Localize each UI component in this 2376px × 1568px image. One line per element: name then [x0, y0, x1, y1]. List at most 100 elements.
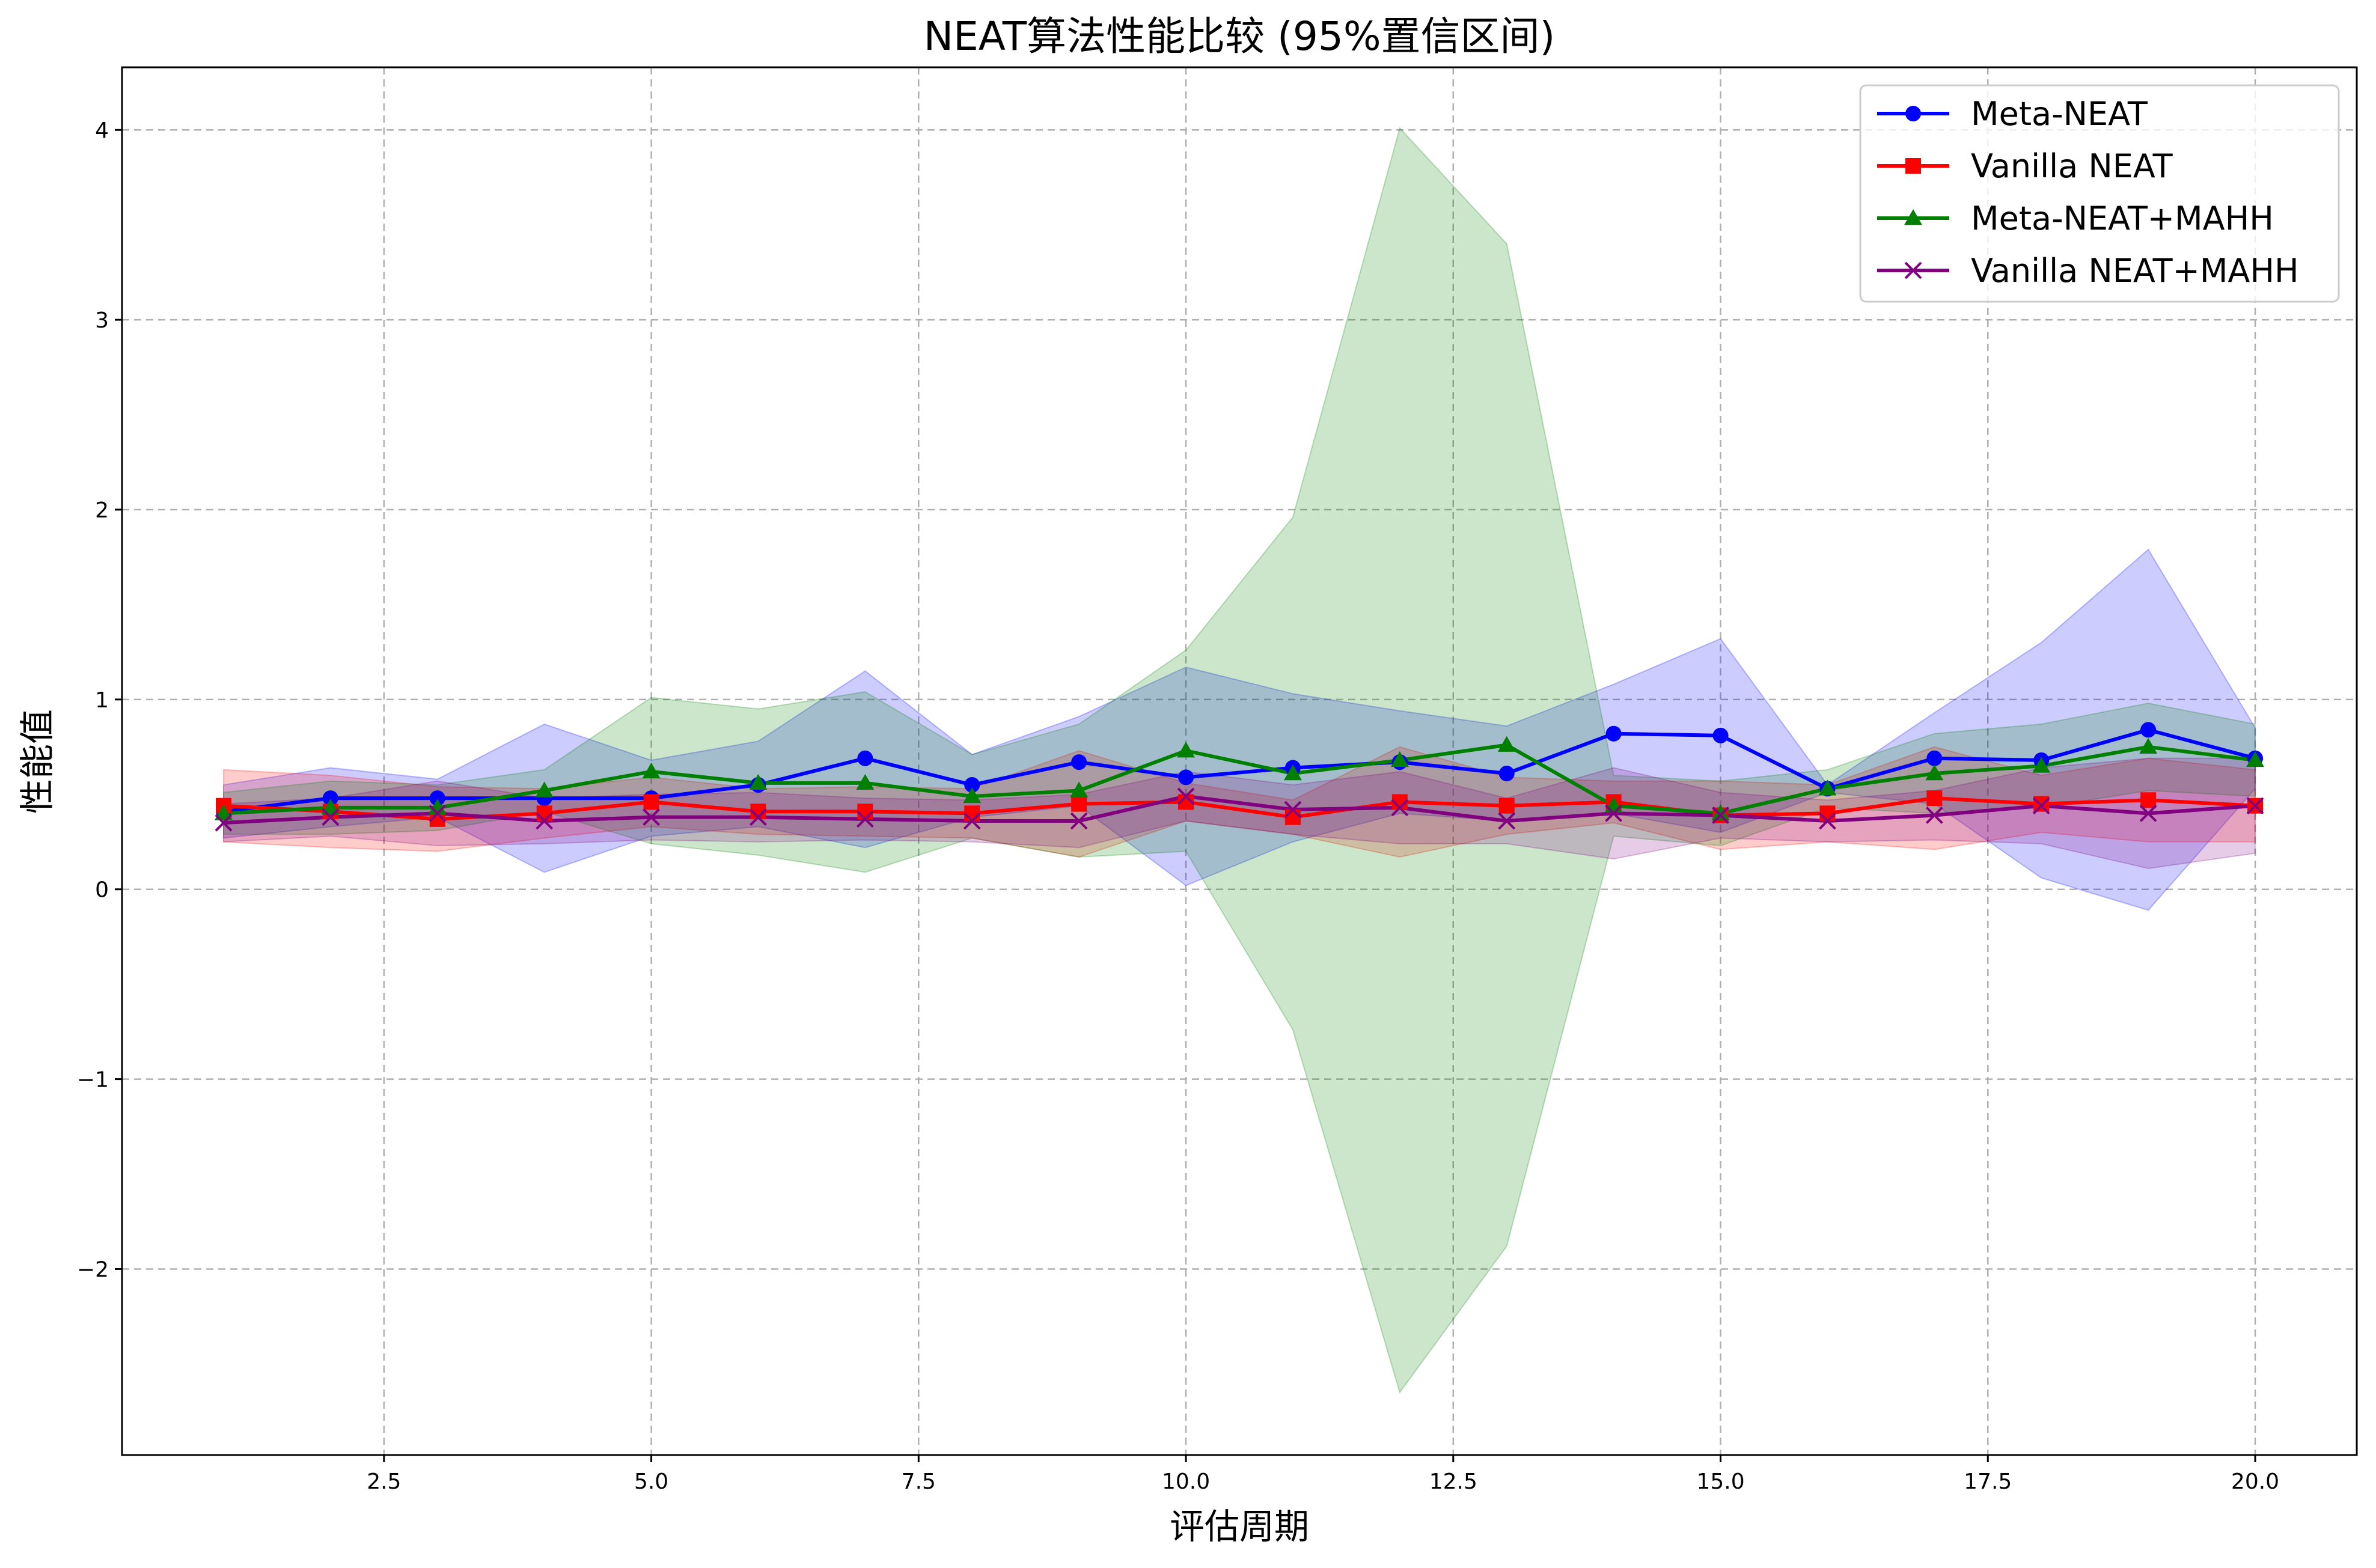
confidence-bands	[223, 127, 2256, 1394]
x-tick-label: 20.0	[2231, 1469, 2279, 1494]
data-point-3	[1390, 751, 1409, 767]
data-point-4	[215, 814, 233, 832]
series-line-4	[223, 794, 2256, 825]
x-tick-label: 12.5	[1429, 1469, 1477, 1494]
y-tick-label: 0	[95, 878, 109, 903]
data-point-2	[2140, 792, 2157, 808]
data-point-2	[964, 805, 980, 822]
data-point-1	[2140, 722, 2157, 738]
legend-label: Meta-NEAT	[1971, 95, 2148, 133]
data-point-4	[643, 808, 660, 826]
data-point-4	[1605, 804, 1623, 822]
data-point-4	[856, 810, 874, 828]
data-point-3	[215, 804, 233, 820]
data-point-4	[2139, 804, 2157, 822]
data-point-4	[1498, 812, 1516, 830]
data-point-1	[857, 750, 873, 766]
x-tick-label: 17.5	[1964, 1469, 2012, 1494]
data-point-1	[964, 776, 980, 793]
legend-entry: Vanilla NEAT+MAHH	[1877, 252, 2299, 290]
data-point-4	[1070, 812, 1088, 830]
data-point-4	[1925, 807, 1943, 824]
data-point-4	[1177, 787, 1195, 805]
x-tick-label: 2.5	[367, 1469, 401, 1494]
data-point-3	[2246, 751, 2264, 767]
y-tick-label: 2	[95, 498, 109, 523]
y-tick-label: 3	[95, 308, 109, 333]
data-point-4	[1391, 799, 1409, 817]
data-point-4	[1284, 801, 1302, 819]
series-line-2	[223, 796, 2256, 821]
data-point-3	[1711, 804, 1730, 820]
data-point-3	[321, 798, 340, 815]
confidence-band-4	[223, 757, 2256, 869]
series-markers	[215, 722, 2264, 832]
legend-marker	[1904, 261, 1922, 279]
data-point-4	[1712, 807, 1729, 824]
y-tick-label: −2	[77, 1257, 109, 1282]
data-point-4	[750, 808, 767, 826]
data-point-3	[1283, 764, 1302, 781]
chart-title: NEAT算法性能比较 (95%置信区间)	[924, 13, 1556, 59]
series-line-3	[223, 743, 2256, 816]
data-point-4	[322, 808, 340, 826]
confidence-band-3	[223, 127, 2256, 1394]
x-tick-label: 15.0	[1696, 1469, 1744, 1494]
data-point-1	[1605, 725, 1622, 742]
data-point-4	[963, 812, 981, 830]
x-tick-label: 7.5	[902, 1469, 936, 1494]
data-point-1	[1498, 766, 1515, 782]
x-axis-label: 评估周期	[1170, 1506, 1309, 1547]
data-point-3	[2139, 737, 2158, 754]
data-point-3	[749, 773, 768, 790]
confidence-band-1	[223, 548, 2256, 911]
legend-marker	[1905, 106, 1921, 121]
data-point-3	[1925, 764, 1944, 781]
data-point-1	[322, 790, 338, 807]
data-point-1	[1178, 769, 1194, 786]
x-axis-ticks: 2.5 5.0 7.5 10.0 12.5 15.0 17.5 20.0	[367, 1455, 2279, 1494]
data-point-2	[1819, 805, 1836, 822]
data-point-4	[2246, 797, 2264, 815]
data-point-2	[643, 794, 659, 810]
data-point-1	[429, 790, 445, 807]
data-point-2	[1071, 796, 1087, 812]
data-point-3	[1497, 736, 1516, 752]
data-point-1	[1712, 727, 1729, 743]
legend-marker	[1904, 209, 1922, 225]
data-point-4	[2032, 797, 2050, 815]
data-point-3	[963, 787, 982, 804]
data-point-2	[2033, 796, 2050, 812]
data-point-3	[1070, 781, 1089, 798]
y-tick-label: 4	[95, 118, 109, 143]
data-point-3	[856, 773, 875, 790]
data-point-2	[857, 804, 873, 820]
data-point-1	[1071, 754, 1087, 770]
series-line-1	[223, 728, 2256, 814]
data-point-1	[1926, 750, 1943, 766]
data-point-3	[1177, 742, 1196, 758]
data-point-2	[1284, 809, 1301, 825]
legend-label: Meta-NEAT+MAHH	[1971, 200, 2274, 237]
legend: Meta-NEAT Vanilla NEAT Meta-NEAT+MAHH Vanil…	[1859, 84, 2340, 303]
legend-entry: Meta-NEAT+MAHH	[1877, 200, 2274, 237]
x-tick-label: 10.0	[1162, 1469, 1210, 1494]
legend-entry: Vanilla NEAT	[1877, 147, 2173, 185]
data-point-4	[429, 804, 447, 822]
data-point-4	[536, 812, 554, 830]
legend-label: Vanilla NEAT+MAHH	[1971, 252, 2299, 290]
legend-marker	[1905, 158, 1921, 174]
data-point-3	[2032, 757, 2051, 773]
plot-frame	[121, 66, 2358, 1456]
y-axis-ticks: −2 −1 0 1 2 3 4	[77, 118, 122, 1282]
legend-entry: Meta-NEAT	[1877, 95, 2148, 133]
y-tick-label: −1	[77, 1068, 109, 1093]
series-lines	[223, 728, 2256, 825]
data-point-3	[1818, 779, 1837, 796]
data-point-3	[535, 781, 554, 798]
data-point-2	[536, 805, 552, 822]
data-point-2	[1498, 798, 1515, 814]
y-tick-label: 1	[95, 688, 109, 713]
x-tick-label: 5.0	[634, 1469, 668, 1494]
